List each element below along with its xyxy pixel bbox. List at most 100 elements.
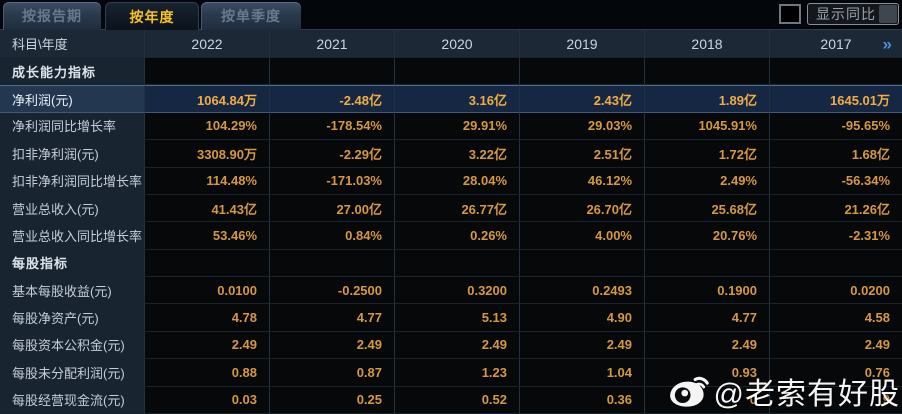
table-cell: 0.84% bbox=[270, 222, 395, 250]
row-label: 基本每股收益(元) bbox=[0, 277, 145, 305]
row-label: 每股净资产(元) bbox=[0, 304, 145, 332]
table-cell: 1.89亿 bbox=[645, 85, 770, 113]
table-cell: 3308.90万 bbox=[145, 140, 270, 168]
table-cell bbox=[395, 58, 520, 86]
table-cell: 25.68亿 bbox=[645, 194, 770, 223]
tab-by-report-period[interactable]: 按报告期 bbox=[3, 2, 101, 30]
row-label: 扣非净利润(元) bbox=[0, 140, 145, 168]
table-cell: 0.0100 bbox=[145, 277, 270, 305]
table-cell: 114.48% bbox=[145, 167, 270, 195]
year-header-2018: 2018 bbox=[645, 30, 770, 58]
table-cell bbox=[520, 249, 645, 277]
year-header-2021: 2021 bbox=[270, 30, 395, 58]
table-cell: -171.03% bbox=[270, 167, 395, 195]
row-label: 每股经营现金流(元) bbox=[0, 386, 145, 414]
table-header-row: 科目\年度 2022 2021 2020 2019 2018 2017 » bbox=[0, 30, 902, 58]
table-cell: 27.00亿 bbox=[270, 194, 395, 223]
table-cell: 4.78 bbox=[145, 304, 270, 332]
table-cell: 2.49% bbox=[645, 167, 770, 195]
table-cell: 2.43亿 bbox=[520, 85, 645, 113]
table-cell: 53.46% bbox=[145, 222, 270, 250]
table-row: 基本每股收益(元) 0.0100 -0.2500 0.3200 0.2493 0.1900… bbox=[0, 277, 902, 305]
table-row: 净利润同比增长率 104.29% -178.54% 29.91% 29.03% 1045.… bbox=[0, 112, 902, 141]
table-cell: 2.49 bbox=[145, 331, 270, 360]
table-cell: 4.00% bbox=[520, 222, 645, 250]
table-cell: 0.1900 bbox=[645, 277, 770, 305]
table-row: 每股经营现金流(元) 0.03 0.25 0.52 0.36 0 9 bbox=[0, 386, 902, 414]
table-cell: 1045.91% bbox=[645, 112, 770, 141]
table-cell: -56.34% bbox=[770, 167, 902, 195]
table-cell: 2.49 bbox=[770, 331, 902, 360]
table-cell bbox=[645, 58, 770, 86]
show-yoy-checkbox[interactable] bbox=[779, 4, 801, 24]
table-cell: 1.23 bbox=[395, 359, 520, 387]
table-cell: 1.04 bbox=[520, 359, 645, 387]
table-cell: 29.91% bbox=[395, 112, 520, 141]
table-row: 每股净资产(元) 4.78 4.77 5.13 4.90 4.77 4.58 bbox=[0, 304, 902, 332]
table-cell: 0.0200 bbox=[770, 277, 902, 305]
table-cell: 4.90 bbox=[520, 304, 645, 332]
table-cell: 1.72亿 bbox=[645, 140, 770, 168]
table-cell: -95.65% bbox=[770, 112, 902, 141]
table-cell: 26.70亿 bbox=[520, 194, 645, 223]
table-cell: 20.76% bbox=[645, 222, 770, 250]
more-columns-icon[interactable]: » bbox=[882, 34, 892, 53]
row-label: 净利润同比增长率 bbox=[0, 112, 145, 141]
table-cell: 0.03 bbox=[145, 386, 270, 414]
table-cell: -2.48亿 bbox=[270, 85, 395, 113]
show-yoy-label: 显示同比 bbox=[816, 6, 876, 22]
table-cell: 1064.84万 bbox=[145, 85, 270, 113]
section-row: 成长能力指标 bbox=[0, 58, 902, 86]
table-cell: 0.36 bbox=[520, 386, 645, 414]
table-cell: 4.77 bbox=[270, 304, 395, 332]
table-row: 扣非净利润同比增长率 114.48% -171.03% 28.04% 46.12% 2.4… bbox=[0, 167, 902, 195]
table-cell: 0.25 bbox=[270, 386, 395, 414]
row-label: 每股资本公积金(元) bbox=[0, 331, 145, 360]
table-cell bbox=[770, 58, 902, 86]
show-yoy-toggle[interactable]: 显示同比 bbox=[807, 3, 899, 25]
table-cell: 104.29% bbox=[145, 112, 270, 141]
row-label: 净利润(元) bbox=[0, 85, 145, 113]
table-cell: -2.31% bbox=[770, 222, 902, 250]
table-cell bbox=[270, 58, 395, 86]
corner-header-cell: 科目\年度 bbox=[0, 30, 145, 58]
table-cell bbox=[770, 249, 902, 277]
year-header-2017: 2017 » bbox=[770, 30, 902, 58]
table-cell: 3.16亿 bbox=[395, 85, 520, 113]
table-cell: 9 bbox=[770, 386, 902, 414]
tab-by-year[interactable]: 按年度 bbox=[105, 2, 199, 30]
table-row: 净利润(元) 1064.84万 -2.48亿 3.16亿 2.43亿 1.89亿 1645.… bbox=[0, 85, 902, 113]
row-label: 每股指标 bbox=[0, 249, 145, 277]
table-cell bbox=[645, 249, 770, 277]
table-cell: -0.2500 bbox=[270, 277, 395, 305]
year-header-2020: 2020 bbox=[395, 30, 520, 58]
table-cell bbox=[270, 249, 395, 277]
table-cell: -2.29亿 bbox=[270, 140, 395, 168]
tab-by-quarter[interactable]: 按单季度 bbox=[201, 2, 301, 30]
table-cell: -178.54% bbox=[270, 112, 395, 141]
table-cell: 5.13 bbox=[395, 304, 520, 332]
row-label: 每股未分配利润(元) bbox=[0, 359, 145, 387]
table-cell: 28.04% bbox=[395, 167, 520, 195]
table-row: 营业总收入(元) 41.43亿 27.00亿 26.77亿 26.70亿 25.68亿 21… bbox=[0, 194, 902, 223]
toggle-knob bbox=[879, 5, 897, 23]
table-cell: 26.77亿 bbox=[395, 194, 520, 223]
table-cell: 46.12% bbox=[520, 167, 645, 195]
table-cell bbox=[145, 58, 270, 86]
row-label: 营业总收入同比增长率 bbox=[0, 222, 145, 250]
year-header-label: 2017 bbox=[820, 35, 852, 52]
table-cell: 0.76 bbox=[770, 359, 902, 387]
table-cell: 2.49 bbox=[645, 331, 770, 360]
table-cell: 1645.01万 bbox=[770, 85, 902, 113]
table-cell: 2.51亿 bbox=[520, 140, 645, 168]
table-cell bbox=[145, 249, 270, 277]
table-cell: 2.49 bbox=[520, 331, 645, 360]
table-cell: 0.93 bbox=[645, 359, 770, 387]
table-row: 扣非净利润(元) 3308.90万 -2.29亿 3.22亿 2.51亿 1.72亿 1.6… bbox=[0, 140, 902, 168]
table-cell bbox=[520, 58, 645, 86]
table-cell: 4.77 bbox=[645, 304, 770, 332]
table-cell: 4.58 bbox=[770, 304, 902, 332]
table-row: 每股资本公积金(元) 2.49 2.49 2.49 2.49 2.49 2.49 bbox=[0, 331, 902, 360]
table-cell: 41.43亿 bbox=[145, 194, 270, 223]
table-cell: 0.88 bbox=[145, 359, 270, 387]
